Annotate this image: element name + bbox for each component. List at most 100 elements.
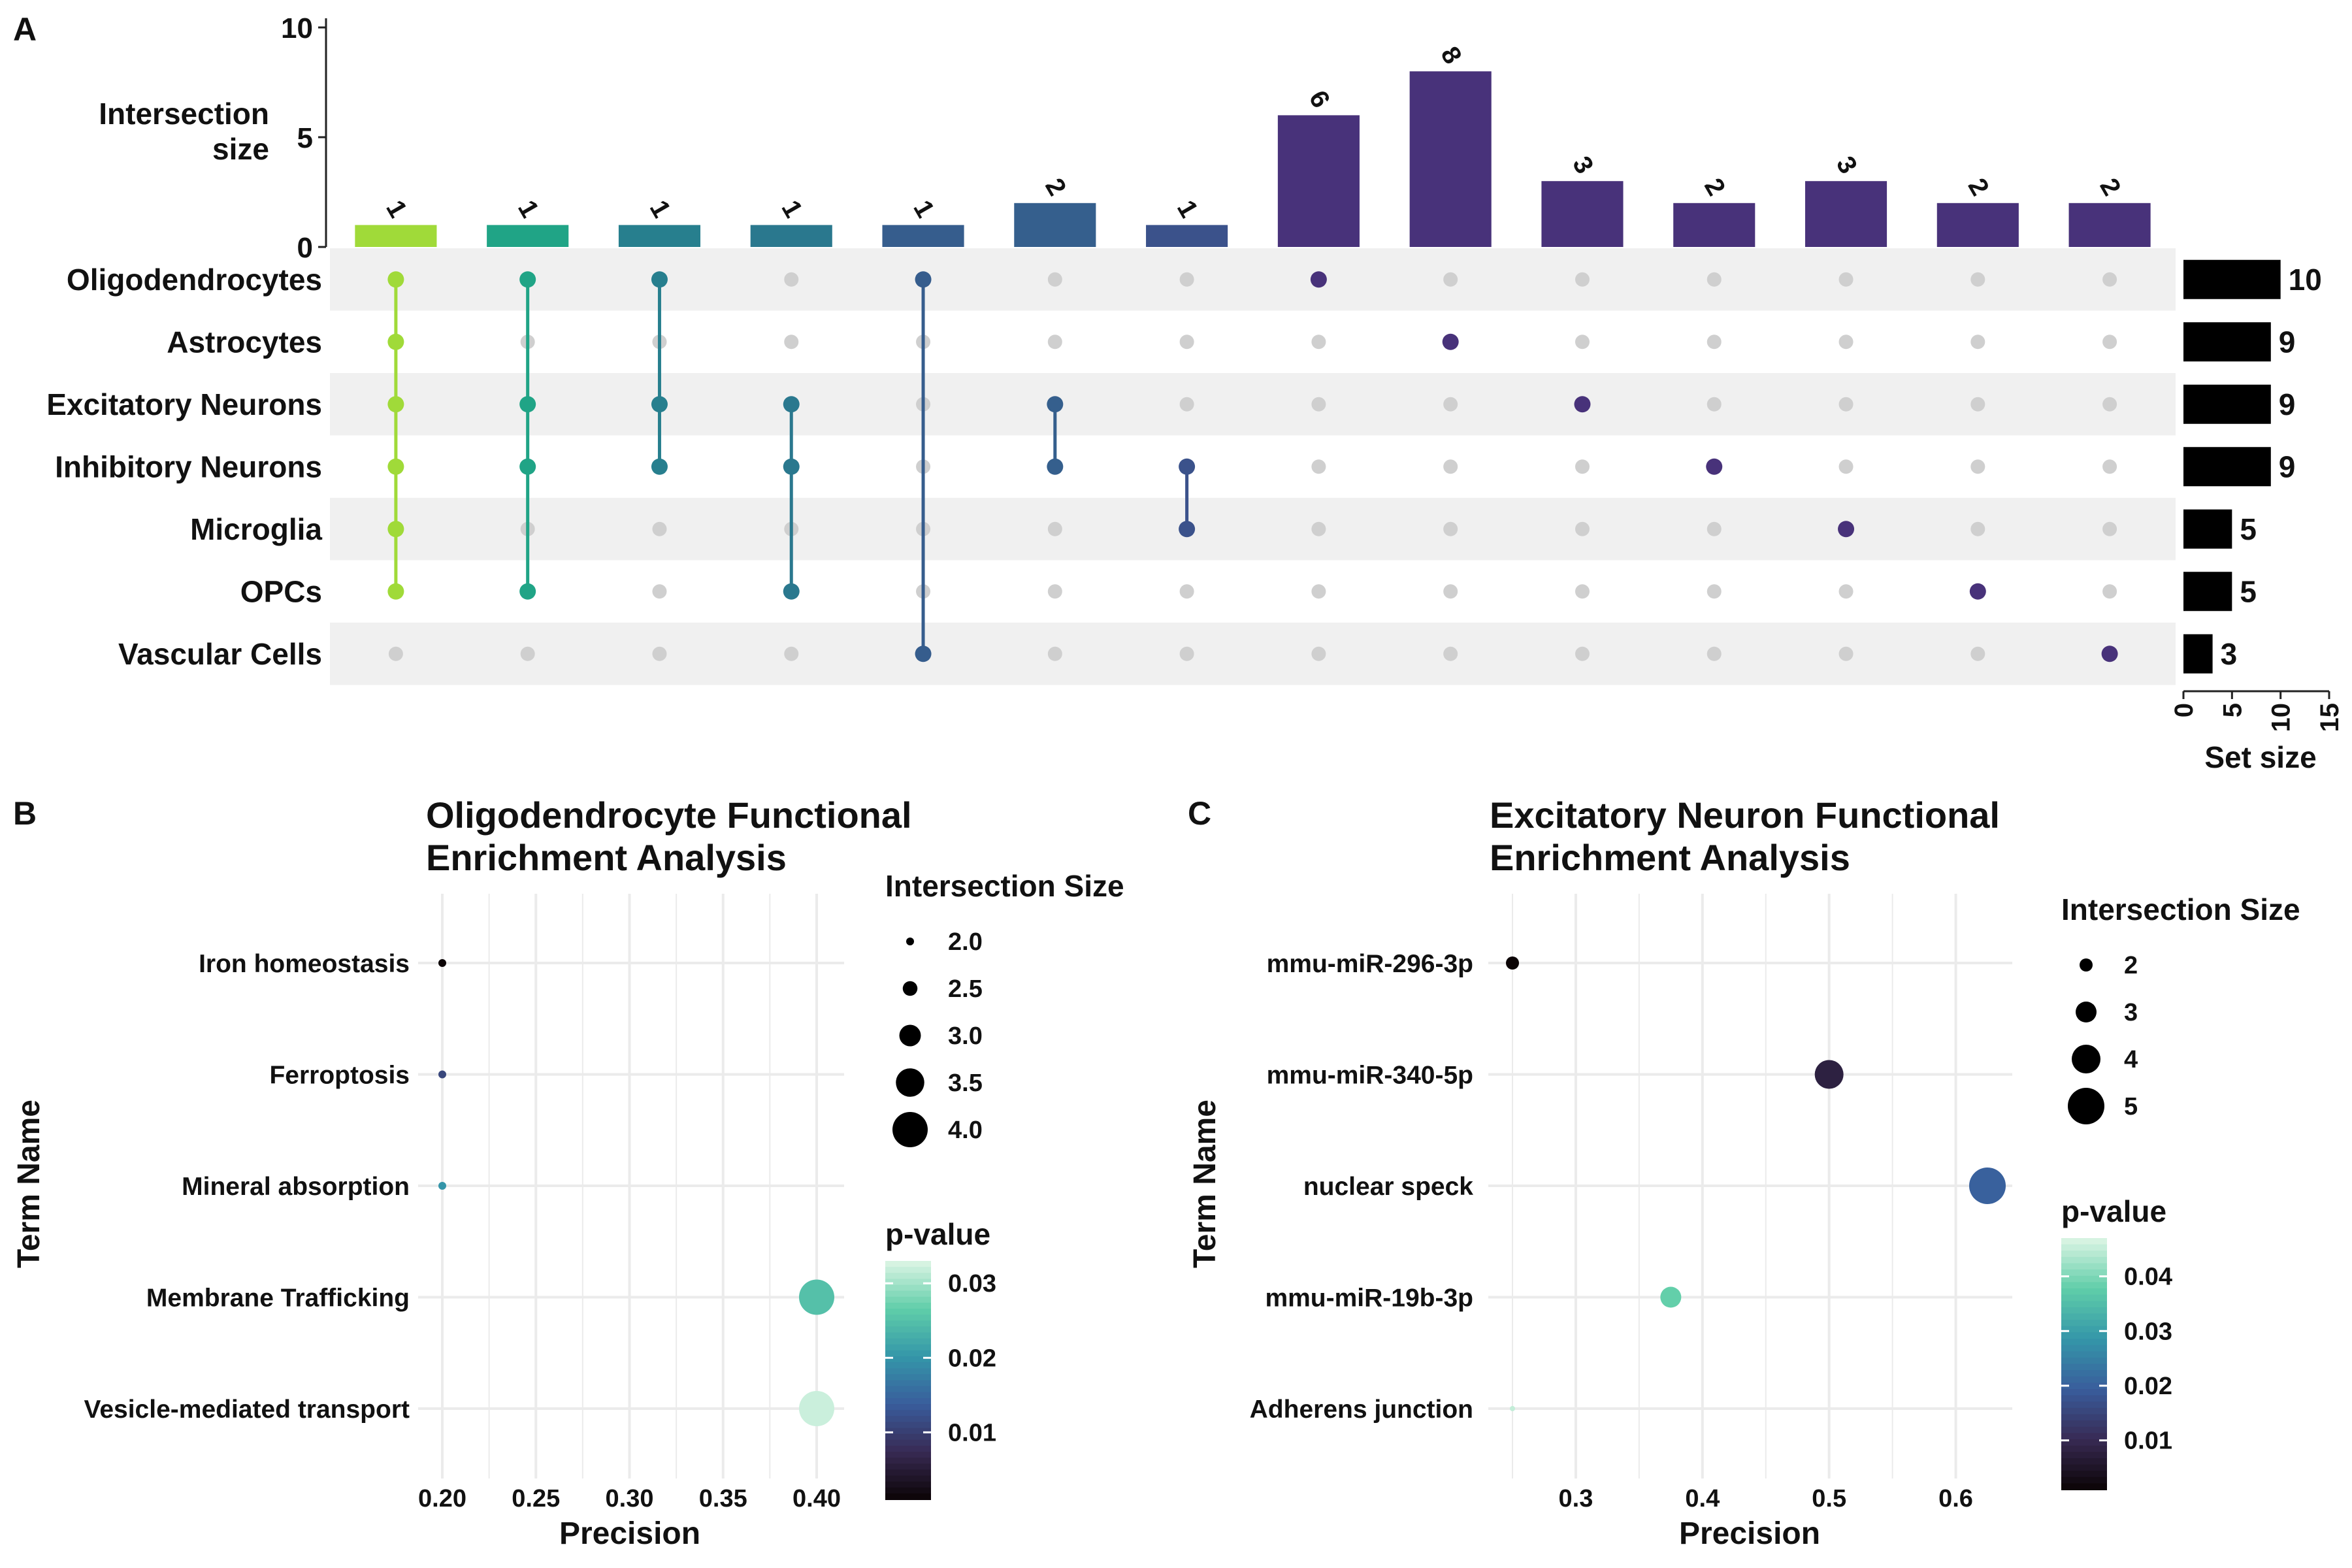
intersection-bar (1409, 71, 1492, 247)
matrix-dot-empty (1047, 584, 1062, 599)
matrix-dot-filled (915, 271, 932, 288)
colorbar-tick-label: 0.01 (2124, 1428, 2172, 1455)
matrix-dot-empty (1838, 646, 1854, 661)
matrix-dot-filled (519, 271, 536, 288)
set-label-inhibitory-neurons: Inhibitory Neurons (55, 449, 322, 483)
matrix-dot-empty (652, 584, 667, 599)
colorbar-segment (2061, 1407, 2107, 1415)
colorbar-segment (885, 1487, 931, 1494)
data-point-membrane-trafficking (799, 1279, 834, 1315)
colorbar-tick-label: 0.03 (2124, 1318, 2172, 1345)
matrix-dot-empty (1707, 397, 1722, 412)
set-size-label: 9 (2279, 325, 2296, 359)
set-size-tick-label: 10 (2267, 703, 2296, 732)
matrix-dot-empty (784, 646, 799, 661)
intersection-bar (355, 225, 437, 247)
intersection-bar (618, 225, 701, 247)
y-axis-title: Term Name (12, 1100, 46, 1268)
size-legend-label: 4.0 (948, 1117, 983, 1144)
colorbar-segment (885, 1309, 931, 1316)
size-legend-label: 2.0 (948, 928, 983, 956)
colorbar-tick-label: 0.02 (2124, 1373, 2172, 1400)
colorbar-segment (885, 1416, 931, 1423)
size-legend-label: 3.0 (948, 1022, 983, 1050)
color-legend-title: p-value (885, 1217, 990, 1251)
colorbar-segment (2061, 1282, 2107, 1289)
matrix-dot-empty (1179, 646, 1194, 661)
x-axis-title: Precision (1679, 1516, 1820, 1551)
matrix-dot-empty (784, 272, 799, 287)
x-tick-label: 0.30 (606, 1485, 654, 1512)
matrix-dot-empty (652, 521, 667, 536)
colorbar-segment (885, 1463, 931, 1471)
colorbar-segment (2061, 1307, 2107, 1315)
matrix-dot-filled (387, 396, 404, 413)
colorbar-segment (2061, 1445, 2107, 1453)
matrix-dot-empty (1707, 272, 1722, 287)
size-legend-label: 3.5 (948, 1070, 983, 1097)
matrix-dot-filled (915, 645, 932, 662)
set-size-label: 5 (2240, 512, 2257, 546)
x-tick-label: 0.20 (418, 1485, 466, 1512)
colorbar-segment (885, 1475, 931, 1482)
y-tick-label: 5 (297, 122, 313, 154)
matrix-dot-empty (1179, 397, 1194, 412)
term-label-nuclear-speck: nuclear speck (1303, 1173, 1473, 1201)
intersection-size-label: 1 (1171, 195, 1203, 222)
intersection-size-label: 6 (1303, 86, 1335, 112)
colorbar-segment (885, 1261, 931, 1268)
matrix-dot-empty (1970, 335, 1985, 350)
intersection-size-label: 2 (1699, 174, 1731, 201)
size-legend-key (906, 938, 914, 945)
matrix-dot-filled (519, 396, 536, 413)
intersection-size-label: 2 (1039, 174, 1071, 201)
x-tick-label: 0.3 (1559, 1485, 1593, 1512)
matrix-dot-filled (651, 458, 668, 475)
x-tick-label: 0.4 (1685, 1485, 1720, 1512)
data-point-iron-homeostasis (438, 959, 446, 967)
matrix-dot-filled (387, 458, 404, 475)
matrix-dot-empty (1838, 272, 1854, 287)
matrix-dot-filled (387, 583, 404, 600)
set-label-microglia: Microglia (190, 512, 322, 546)
matrix-dot-empty (1575, 335, 1590, 350)
matrix-dot-empty (1179, 584, 1194, 599)
intersection-size-label: 1 (776, 195, 808, 222)
size-legend-key (2068, 1088, 2104, 1124)
set-label-excitatory-neurons: Excitatory Neurons (46, 387, 322, 421)
x-tick-label: 0.5 (1812, 1485, 1846, 1512)
panel-b-letter: B (13, 795, 37, 832)
colorbar-segment (2061, 1269, 2107, 1277)
colorbar-segment (885, 1273, 931, 1280)
data-point-vesicle-mediated-transport (799, 1391, 834, 1426)
size-legend-label: 4 (2124, 1046, 2138, 1073)
matrix-dot-empty (1575, 521, 1590, 536)
size-legend-title: Intersection Size (2061, 892, 2300, 926)
colorbar-segment (2061, 1426, 2107, 1434)
matrix-dot-filled (1838, 521, 1855, 538)
term-label-membrane-trafficking: Membrane Trafficking (146, 1284, 410, 1313)
matrix-row-band (330, 623, 2176, 685)
colorbar-segment (2061, 1250, 2107, 1258)
set-size-bar (2183, 322, 2271, 362)
intersection-size-label: 2 (2094, 174, 2126, 201)
intersection-bar (1936, 203, 2019, 247)
intersection-bar (1541, 181, 1624, 247)
matrix-dot-empty (1707, 646, 1722, 661)
matrix-dot-filled (1969, 583, 1986, 600)
colorbar-segment (2061, 1370, 2107, 1377)
term-label-iron-homeostasis: Iron homeostasis (199, 950, 410, 978)
matrix-dot-empty (1970, 646, 1985, 661)
set-size-bar (2183, 384, 2271, 424)
upset-plot: Oligodendrocytes Astrocytes Excitatory Neu… (46, 12, 2344, 774)
matrix-dot-filled (1310, 271, 1327, 288)
intersection-size-label: 1 (512, 195, 544, 222)
matrix-dot-empty (2102, 335, 2117, 350)
intersection-size-label: 1 (380, 195, 412, 222)
matrix-dot-empty (1311, 584, 1326, 599)
intersection-bar (1277, 115, 1360, 247)
matrix-dot-empty (1311, 397, 1326, 412)
colorbar-segment (885, 1350, 931, 1357)
intersection-size-label: 1 (644, 195, 676, 222)
matrix-dot-filled (519, 583, 536, 600)
